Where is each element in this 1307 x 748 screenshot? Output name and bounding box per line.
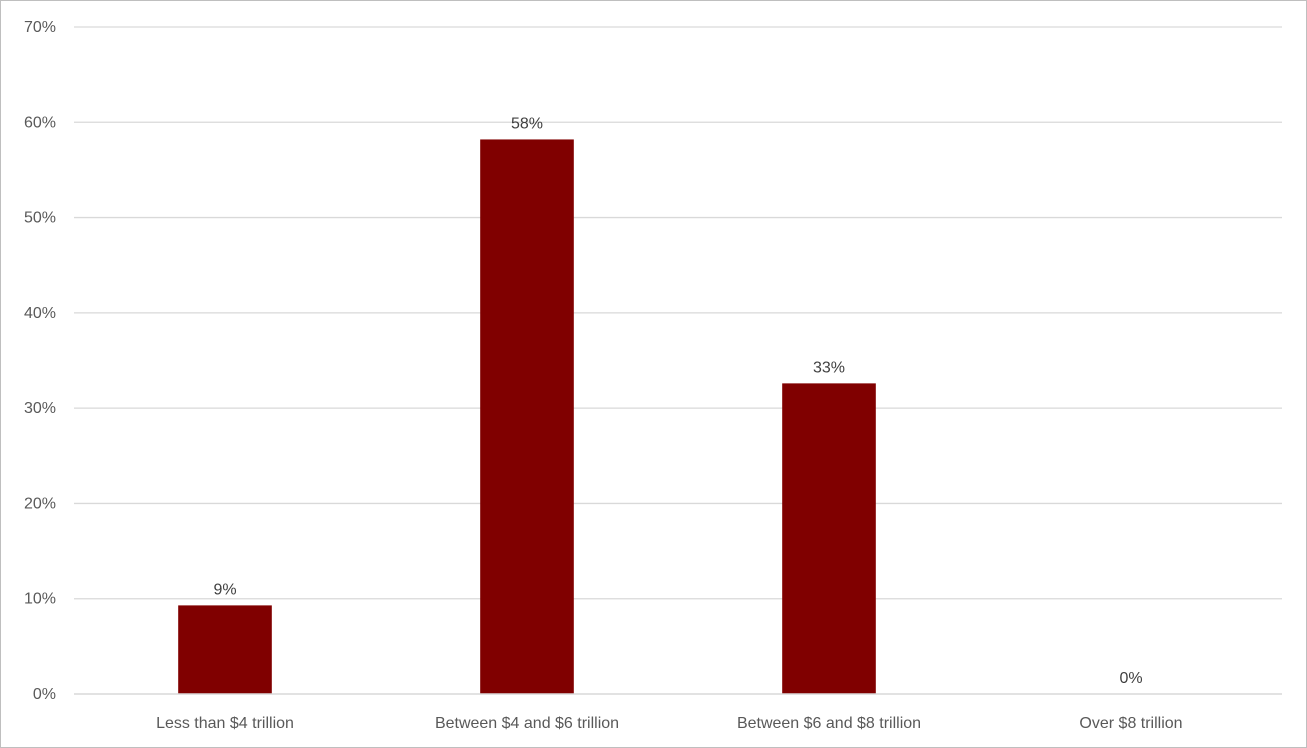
y-tick-label: 70% (24, 19, 56, 36)
y-tick-label: 40% (24, 305, 56, 322)
bar (782, 383, 876, 694)
x-category-label: Between $6 and $8 trillion (737, 715, 921, 732)
x-axis-category-labels: Less than $4 trillion Between $4 and $6 t… (156, 715, 1183, 732)
bars (178, 139, 876, 695)
gridlines (74, 26, 1282, 600)
x-category-label: Over $8 trillion (1079, 715, 1182, 732)
y-tick-label: 0% (33, 686, 56, 703)
data-label: 58% (511, 115, 543, 132)
x-category-label: Between $4 and $6 trillion (435, 715, 619, 732)
data-label: 9% (213, 581, 236, 598)
y-tick-label: 60% (24, 114, 56, 131)
y-tick-label: 10% (24, 591, 56, 608)
bar (480, 139, 574, 695)
data-label: 0% (1119, 670, 1142, 687)
y-tick-label: 50% (24, 210, 56, 227)
data-labels: 9% 58% 33% 0% (213, 115, 1142, 687)
y-tick-label: 30% (24, 400, 56, 417)
x-category-label: Less than $4 trillion (156, 715, 294, 732)
data-label: 33% (813, 359, 845, 376)
y-axis-tick-labels: 0% 10% 20% 30% 40% 50% 60% 70% (24, 19, 56, 703)
y-tick-label: 20% (24, 495, 56, 512)
bar (178, 605, 272, 694)
